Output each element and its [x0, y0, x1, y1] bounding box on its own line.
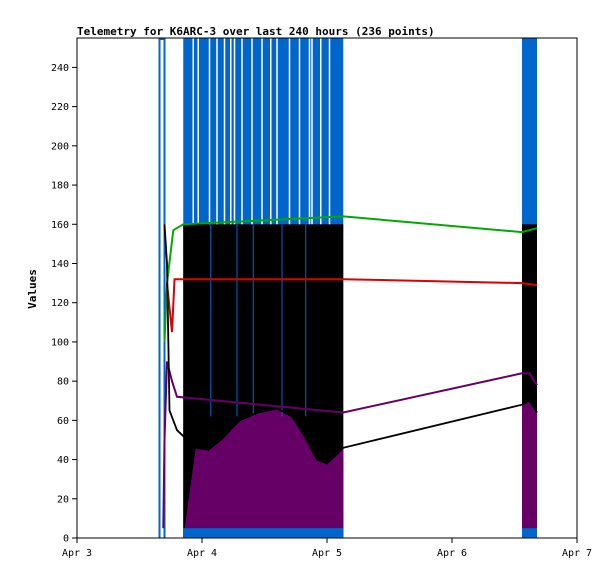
y-tick-label: 140: [51, 259, 69, 270]
y-tick-label: 40: [57, 455, 69, 466]
y-axis: 0 20 40 60 80 100 120 140 160 180 200 220 240: [51, 63, 77, 545]
y-tick-label: 180: [51, 181, 69, 192]
y-tick-label: 160: [51, 220, 69, 231]
y-tick-label: 60: [57, 416, 69, 427]
blue-series-base: [183, 528, 344, 538]
chart-title: Telemetry for K6ARC-3 over last 240 hour…: [77, 25, 435, 38]
y-tick-label: 100: [51, 337, 69, 348]
x-tick-label: Apr 6: [437, 548, 467, 559]
purple-series-area: [183, 408, 344, 538]
y-tick-label: 120: [51, 298, 69, 309]
y-tick-label: 0: [63, 534, 69, 545]
y-tick-label: 220: [51, 102, 69, 113]
x-tick-label: Apr 7: [562, 548, 592, 559]
x-tick-label: Apr 5: [312, 548, 342, 559]
plot-area: [158, 38, 538, 538]
y-axis-label: Values: [26, 269, 39, 309]
red-series-line: [166, 278, 538, 333]
x-tick-label: Apr 4: [187, 548, 217, 559]
purple-series-line: [162, 361, 538, 529]
black-series-line: [163, 224, 538, 465]
y-tick-label: 20: [57, 494, 69, 505]
x-tick-label: Apr 3: [62, 548, 92, 559]
y-tick-label: 240: [51, 63, 69, 74]
y-tick-label: 80: [57, 377, 69, 388]
blue-series-base: [522, 528, 537, 538]
purple-series-area: [522, 400, 537, 538]
x-axis: Apr 3 Apr 4 Apr 5 Apr 6 Apr 7: [62, 538, 592, 559]
y-tick-label: 200: [51, 141, 69, 152]
